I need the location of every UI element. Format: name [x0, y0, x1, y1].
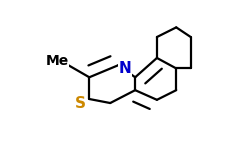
Text: Me: Me: [45, 54, 69, 68]
Text: S: S: [75, 95, 86, 111]
Text: N: N: [118, 61, 131, 76]
